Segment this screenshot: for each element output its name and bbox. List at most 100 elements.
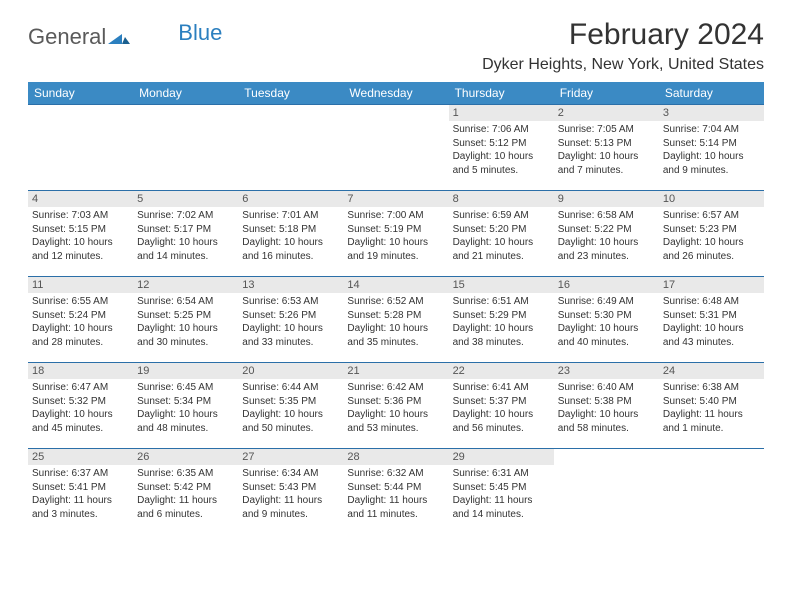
sunset: Sunset: 5:20 PM — [453, 223, 550, 237]
day-body: Sunrise: 6:55 AMSunset: 5:24 PMDaylight:… — [28, 293, 133, 351]
daylight: Daylight: 10 hours and 48 minutes. — [137, 408, 234, 435]
sunrise: Sunrise: 6:34 AM — [242, 467, 339, 481]
sunrise: Sunrise: 7:06 AM — [453, 123, 550, 137]
sunrise: Sunrise: 6:32 AM — [347, 467, 444, 481]
sunset: Sunset: 5:15 PM — [32, 223, 129, 237]
sunset: Sunset: 5:35 PM — [242, 395, 339, 409]
sunrise: Sunrise: 6:45 AM — [137, 381, 234, 395]
day-cell: 17Sunrise: 6:48 AMSunset: 5:31 PMDayligh… — [659, 277, 764, 363]
sunset: Sunset: 5:12 PM — [453, 137, 550, 151]
day-body: Sunrise: 7:02 AMSunset: 5:17 PMDaylight:… — [133, 207, 238, 265]
daylight: Daylight: 10 hours and 40 minutes. — [558, 322, 655, 349]
day-header: Wednesday — [343, 82, 448, 105]
day-number: 22 — [449, 363, 554, 379]
sunrise: Sunrise: 6:53 AM — [242, 295, 339, 309]
daylight: Daylight: 10 hours and 19 minutes. — [347, 236, 444, 263]
day-number: 25 — [28, 449, 133, 465]
day-cell: 7Sunrise: 7:00 AMSunset: 5:19 PMDaylight… — [343, 191, 448, 277]
sunset: Sunset: 5:26 PM — [242, 309, 339, 323]
sunset: Sunset: 5:29 PM — [453, 309, 550, 323]
empty-cell — [554, 449, 659, 535]
sunrise: Sunrise: 7:02 AM — [137, 209, 234, 223]
day-body: Sunrise: 6:48 AMSunset: 5:31 PMDaylight:… — [659, 293, 764, 351]
sunset: Sunset: 5:31 PM — [663, 309, 760, 323]
day-body: Sunrise: 6:47 AMSunset: 5:32 PMDaylight:… — [28, 379, 133, 437]
sunrise: Sunrise: 6:37 AM — [32, 467, 129, 481]
day-number: 1 — [449, 105, 554, 121]
day-number: 7 — [343, 191, 448, 207]
day-number: 23 — [554, 363, 659, 379]
sunset: Sunset: 5:22 PM — [558, 223, 655, 237]
day-cell: 22Sunrise: 6:41 AMSunset: 5:37 PMDayligh… — [449, 363, 554, 449]
sunset: Sunset: 5:42 PM — [137, 481, 234, 495]
day-cell: 10Sunrise: 6:57 AMSunset: 5:23 PMDayligh… — [659, 191, 764, 277]
day-number: 4 — [28, 191, 133, 207]
sunrise: Sunrise: 6:41 AM — [453, 381, 550, 395]
daylight: Daylight: 10 hours and 7 minutes. — [558, 150, 655, 177]
daylight: Daylight: 10 hours and 16 minutes. — [242, 236, 339, 263]
daylight: Daylight: 10 hours and 5 minutes. — [453, 150, 550, 177]
day-body: Sunrise: 6:32 AMSunset: 5:44 PMDaylight:… — [343, 465, 448, 523]
day-cell: 28Sunrise: 6:32 AMSunset: 5:44 PMDayligh… — [343, 449, 448, 535]
sunset: Sunset: 5:38 PM — [558, 395, 655, 409]
day-body: Sunrise: 7:00 AMSunset: 5:19 PMDaylight:… — [343, 207, 448, 265]
sunrise: Sunrise: 6:44 AM — [242, 381, 339, 395]
day-number: 5 — [133, 191, 238, 207]
sunrise: Sunrise: 6:48 AM — [663, 295, 760, 309]
day-number: 16 — [554, 277, 659, 293]
sunrise: Sunrise: 6:31 AM — [453, 467, 550, 481]
day-number: 9 — [554, 191, 659, 207]
sunrise: Sunrise: 6:54 AM — [137, 295, 234, 309]
day-cell: 13Sunrise: 6:53 AMSunset: 5:26 PMDayligh… — [238, 277, 343, 363]
sunset: Sunset: 5:44 PM — [347, 481, 444, 495]
day-cell: 18Sunrise: 6:47 AMSunset: 5:32 PMDayligh… — [28, 363, 133, 449]
sunrise: Sunrise: 6:52 AM — [347, 295, 444, 309]
sunset: Sunset: 5:18 PM — [242, 223, 339, 237]
sunrise: Sunrise: 7:00 AM — [347, 209, 444, 223]
day-body: Sunrise: 6:53 AMSunset: 5:26 PMDaylight:… — [238, 293, 343, 351]
day-body: Sunrise: 6:54 AMSunset: 5:25 PMDaylight:… — [133, 293, 238, 351]
day-body: Sunrise: 6:31 AMSunset: 5:45 PMDaylight:… — [449, 465, 554, 523]
day-body: Sunrise: 6:38 AMSunset: 5:40 PMDaylight:… — [659, 379, 764, 437]
day-number: 12 — [133, 277, 238, 293]
day-cell: 23Sunrise: 6:40 AMSunset: 5:38 PMDayligh… — [554, 363, 659, 449]
day-number: 29 — [449, 449, 554, 465]
day-cell: 19Sunrise: 6:45 AMSunset: 5:34 PMDayligh… — [133, 363, 238, 449]
day-body: Sunrise: 6:35 AMSunset: 5:42 PMDaylight:… — [133, 465, 238, 523]
sunset: Sunset: 5:43 PM — [242, 481, 339, 495]
day-body: Sunrise: 7:03 AMSunset: 5:15 PMDaylight:… — [28, 207, 133, 265]
daylight: Daylight: 10 hours and 14 minutes. — [137, 236, 234, 263]
sunset: Sunset: 5:40 PM — [663, 395, 760, 409]
week-row: 1Sunrise: 7:06 AMSunset: 5:12 PMDaylight… — [28, 105, 764, 191]
sunset: Sunset: 5:14 PM — [663, 137, 760, 151]
sunset: Sunset: 5:17 PM — [137, 223, 234, 237]
day-body: Sunrise: 6:57 AMSunset: 5:23 PMDaylight:… — [659, 207, 764, 265]
sunrise: Sunrise: 6:59 AM — [453, 209, 550, 223]
daylight: Daylight: 10 hours and 33 minutes. — [242, 322, 339, 349]
daylight: Daylight: 11 hours and 14 minutes. — [453, 494, 550, 521]
day-number: 15 — [449, 277, 554, 293]
day-cell: 16Sunrise: 6:49 AMSunset: 5:30 PMDayligh… — [554, 277, 659, 363]
daylight: Daylight: 11 hours and 9 minutes. — [242, 494, 339, 521]
day-header: Thursday — [449, 82, 554, 105]
day-body: Sunrise: 6:49 AMSunset: 5:30 PMDaylight:… — [554, 293, 659, 351]
sunset: Sunset: 5:23 PM — [663, 223, 760, 237]
sunset: Sunset: 5:41 PM — [32, 481, 129, 495]
sunrise: Sunrise: 6:57 AM — [663, 209, 760, 223]
sunrise: Sunrise: 7:01 AM — [242, 209, 339, 223]
sunrise: Sunrise: 6:42 AM — [347, 381, 444, 395]
day-number: 19 — [133, 363, 238, 379]
day-number: 27 — [238, 449, 343, 465]
day-cell: 26Sunrise: 6:35 AMSunset: 5:42 PMDayligh… — [133, 449, 238, 535]
sunrise: Sunrise: 6:35 AM — [137, 467, 234, 481]
day-number: 26 — [133, 449, 238, 465]
daylight: Daylight: 10 hours and 56 minutes. — [453, 408, 550, 435]
day-number: 11 — [28, 277, 133, 293]
sunset: Sunset: 5:32 PM — [32, 395, 129, 409]
sunrise: Sunrise: 6:51 AM — [453, 295, 550, 309]
empty-cell — [238, 105, 343, 191]
day-body: Sunrise: 7:06 AMSunset: 5:12 PMDaylight:… — [449, 121, 554, 179]
week-row: 11Sunrise: 6:55 AMSunset: 5:24 PMDayligh… — [28, 277, 764, 363]
day-cell: 21Sunrise: 6:42 AMSunset: 5:36 PMDayligh… — [343, 363, 448, 449]
sunrise: Sunrise: 6:49 AM — [558, 295, 655, 309]
